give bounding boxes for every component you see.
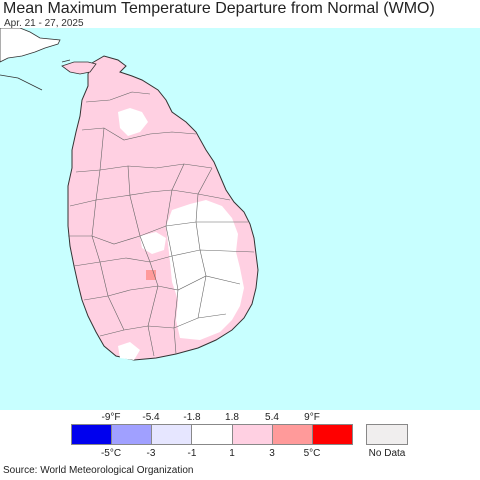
date-range: Apr. 21 - 27, 2025 [4,18,84,29]
legend-swatch-minus-5-to-minus-3 [111,424,152,445]
legend-swatch-below-minus-5 [71,424,112,445]
legend-f-label-4: 1.8 [225,412,239,423]
legend-swatch-3-to-5 [272,424,313,445]
legend-f-label-6: 9°F [304,412,320,423]
legend-c-label-6: 5°C [303,448,321,459]
legend-c-label-3: -1 [187,448,197,459]
legend-no-data-label: No Data [368,448,406,459]
legend-swatch-minus-3-to-minus-1 [151,424,192,445]
jaffna-peninsula [61,61,97,75]
near-normal-south [118,342,140,360]
legend-f-label-3: -1.8 [183,412,201,423]
near-normal-east [166,200,244,340]
source-credit: Source: World Meteorological Organizatio… [3,465,194,476]
sri-lanka-map [0,28,480,410]
map-title: Mean Maximum Temperature Departure from … [3,0,435,17]
legend-c-label-1: -5°C [100,448,122,459]
legend-c-label-2: -3 [146,448,156,459]
legend-swatch-no-data [366,424,408,445]
india-coast [0,28,61,63]
near-normal-central [140,232,166,254]
legend-f-label-1: -9°F [101,412,121,423]
legend-c-label-4: 1 [229,448,235,459]
legend-swatch-1-to-3 [232,424,273,445]
district-boundaries [68,91,255,357]
warm-anomaly-spot [146,270,156,280]
legend-f-label-2: -5.4 [142,412,160,423]
legend-f-label-5: 5.4 [265,412,279,423]
legend-c-label-5: 3 [269,448,275,459]
legend-swatch-minus-1-to-1 [191,424,233,445]
near-normal-north [118,108,148,136]
legend-swatch-above-5 [312,424,353,445]
